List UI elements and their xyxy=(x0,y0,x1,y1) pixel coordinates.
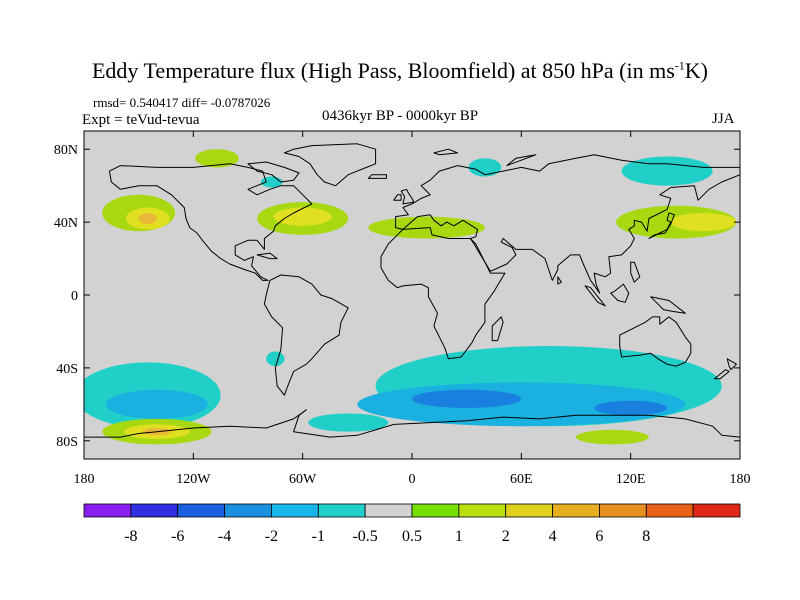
coastline-sri-lanka xyxy=(557,276,562,285)
coastline-africa xyxy=(380,227,506,360)
lon-tick-label: 120W xyxy=(176,472,211,487)
anomaly-patch xyxy=(308,413,389,432)
anomaly-patch xyxy=(594,400,668,416)
colorbar-swatch xyxy=(692,503,741,518)
colorbar: -8 -6 -4 -2 -1 -0.5 0.5 1 2 4 6 8 xyxy=(83,503,741,545)
colorbar-label: -1 xyxy=(312,528,325,545)
colorbar-swatch xyxy=(364,503,413,518)
coastline-philippines xyxy=(630,261,641,283)
coastline-north-america xyxy=(109,163,313,281)
coastline-new-guinea xyxy=(650,296,686,314)
lat-tick-label: 0 xyxy=(71,289,78,304)
anomaly-patch xyxy=(621,156,713,186)
lat-tick-label: 40S xyxy=(56,362,78,377)
coastline-iceland xyxy=(367,174,387,179)
season-label: JJA xyxy=(712,111,735,127)
lon-tick-label: 0 xyxy=(409,472,416,487)
coastline-svalbard xyxy=(433,148,459,156)
stats-label: rmsd= 0.540417 diff= -0.0787026 xyxy=(93,95,271,110)
coastline-south-america xyxy=(263,274,349,396)
lon-axis: 180 120W 60W 0 60E 120E 180 xyxy=(74,131,751,487)
colorbar-swatch xyxy=(317,503,366,518)
lon-tick-label: 60E xyxy=(510,472,533,487)
lat-tick-label: 80S xyxy=(56,435,78,450)
coastline-sumatra xyxy=(584,285,606,307)
anomaly-patch xyxy=(138,213,157,224)
coastline-new-zealand-north xyxy=(726,358,737,371)
lon-tick-label: 180 xyxy=(730,472,751,487)
coastline-ireland xyxy=(393,194,402,201)
coastlines xyxy=(84,143,740,459)
colorbar-swatch xyxy=(458,503,507,518)
colorbar-swatch xyxy=(505,503,553,518)
coastline-cuba xyxy=(256,252,278,260)
anomaly-patch xyxy=(468,158,502,177)
colorbar-swatch xyxy=(83,503,132,518)
coastline-great-britain xyxy=(400,188,415,205)
colorbar-swatch xyxy=(224,503,272,518)
experiment-label: Expt = teVud-tevua xyxy=(82,112,200,128)
anomaly-patch xyxy=(670,213,737,232)
anomaly-patch xyxy=(266,351,285,367)
lat-tick-label: 80N xyxy=(54,143,78,158)
colorbar-swatch xyxy=(599,503,647,518)
lat-axis: 80N 40N 0 40S 80S xyxy=(54,143,740,450)
colorbar-label: -4 xyxy=(218,528,231,545)
colorbar-label: -8 xyxy=(124,528,137,545)
coastline-australia xyxy=(619,316,692,367)
colorbar-swatch xyxy=(552,503,600,518)
colorbar-label: 6 xyxy=(595,528,603,545)
colorbar-label: 2 xyxy=(502,528,510,545)
colorbar-label: -6 xyxy=(171,528,184,545)
colorbar-label: 1 xyxy=(455,528,463,545)
coastline-new-zealand-south xyxy=(714,369,730,380)
colorbar-label: -2 xyxy=(265,528,278,545)
anomaly-patch xyxy=(576,429,649,445)
coastline-novaya-zemlya xyxy=(506,154,537,167)
lat-tick-label: 40N xyxy=(54,216,78,231)
colorbar-label: 8 xyxy=(642,528,650,545)
coastline-borneo xyxy=(610,283,630,303)
colorbar-swatch xyxy=(271,503,319,518)
colorbar-label: 4 xyxy=(549,528,557,545)
coastline-eurasia xyxy=(395,154,740,294)
period-label: 0436kyr BP - 0000kyr BP xyxy=(322,108,479,124)
lon-tick-label: 120E xyxy=(616,472,646,487)
coastline-antarctica xyxy=(84,409,740,459)
lon-tick-label: 60W xyxy=(289,472,317,487)
anomaly-patch xyxy=(412,389,522,408)
colorbar-swatch xyxy=(177,503,225,518)
colorbar-swatch xyxy=(411,503,460,518)
anomaly-patch xyxy=(195,149,239,168)
anomaly-patch xyxy=(105,389,208,419)
lon-tick-label: 180 xyxy=(74,472,95,487)
colorbar-label: 0.5 xyxy=(402,528,422,545)
colorbar-swatch xyxy=(645,503,694,518)
coastline-greenland xyxy=(283,143,377,187)
coastline-madagascar xyxy=(491,316,504,342)
colorbar-swatch xyxy=(130,503,179,518)
coastline-baffin-island xyxy=(247,161,300,183)
coastline-japan xyxy=(648,212,675,239)
plot-title: Eddy Temperature flux (High Pass, Bloomf… xyxy=(91,58,708,83)
anomaly-patch xyxy=(273,207,332,226)
colorbar-label: -0.5 xyxy=(352,528,377,545)
